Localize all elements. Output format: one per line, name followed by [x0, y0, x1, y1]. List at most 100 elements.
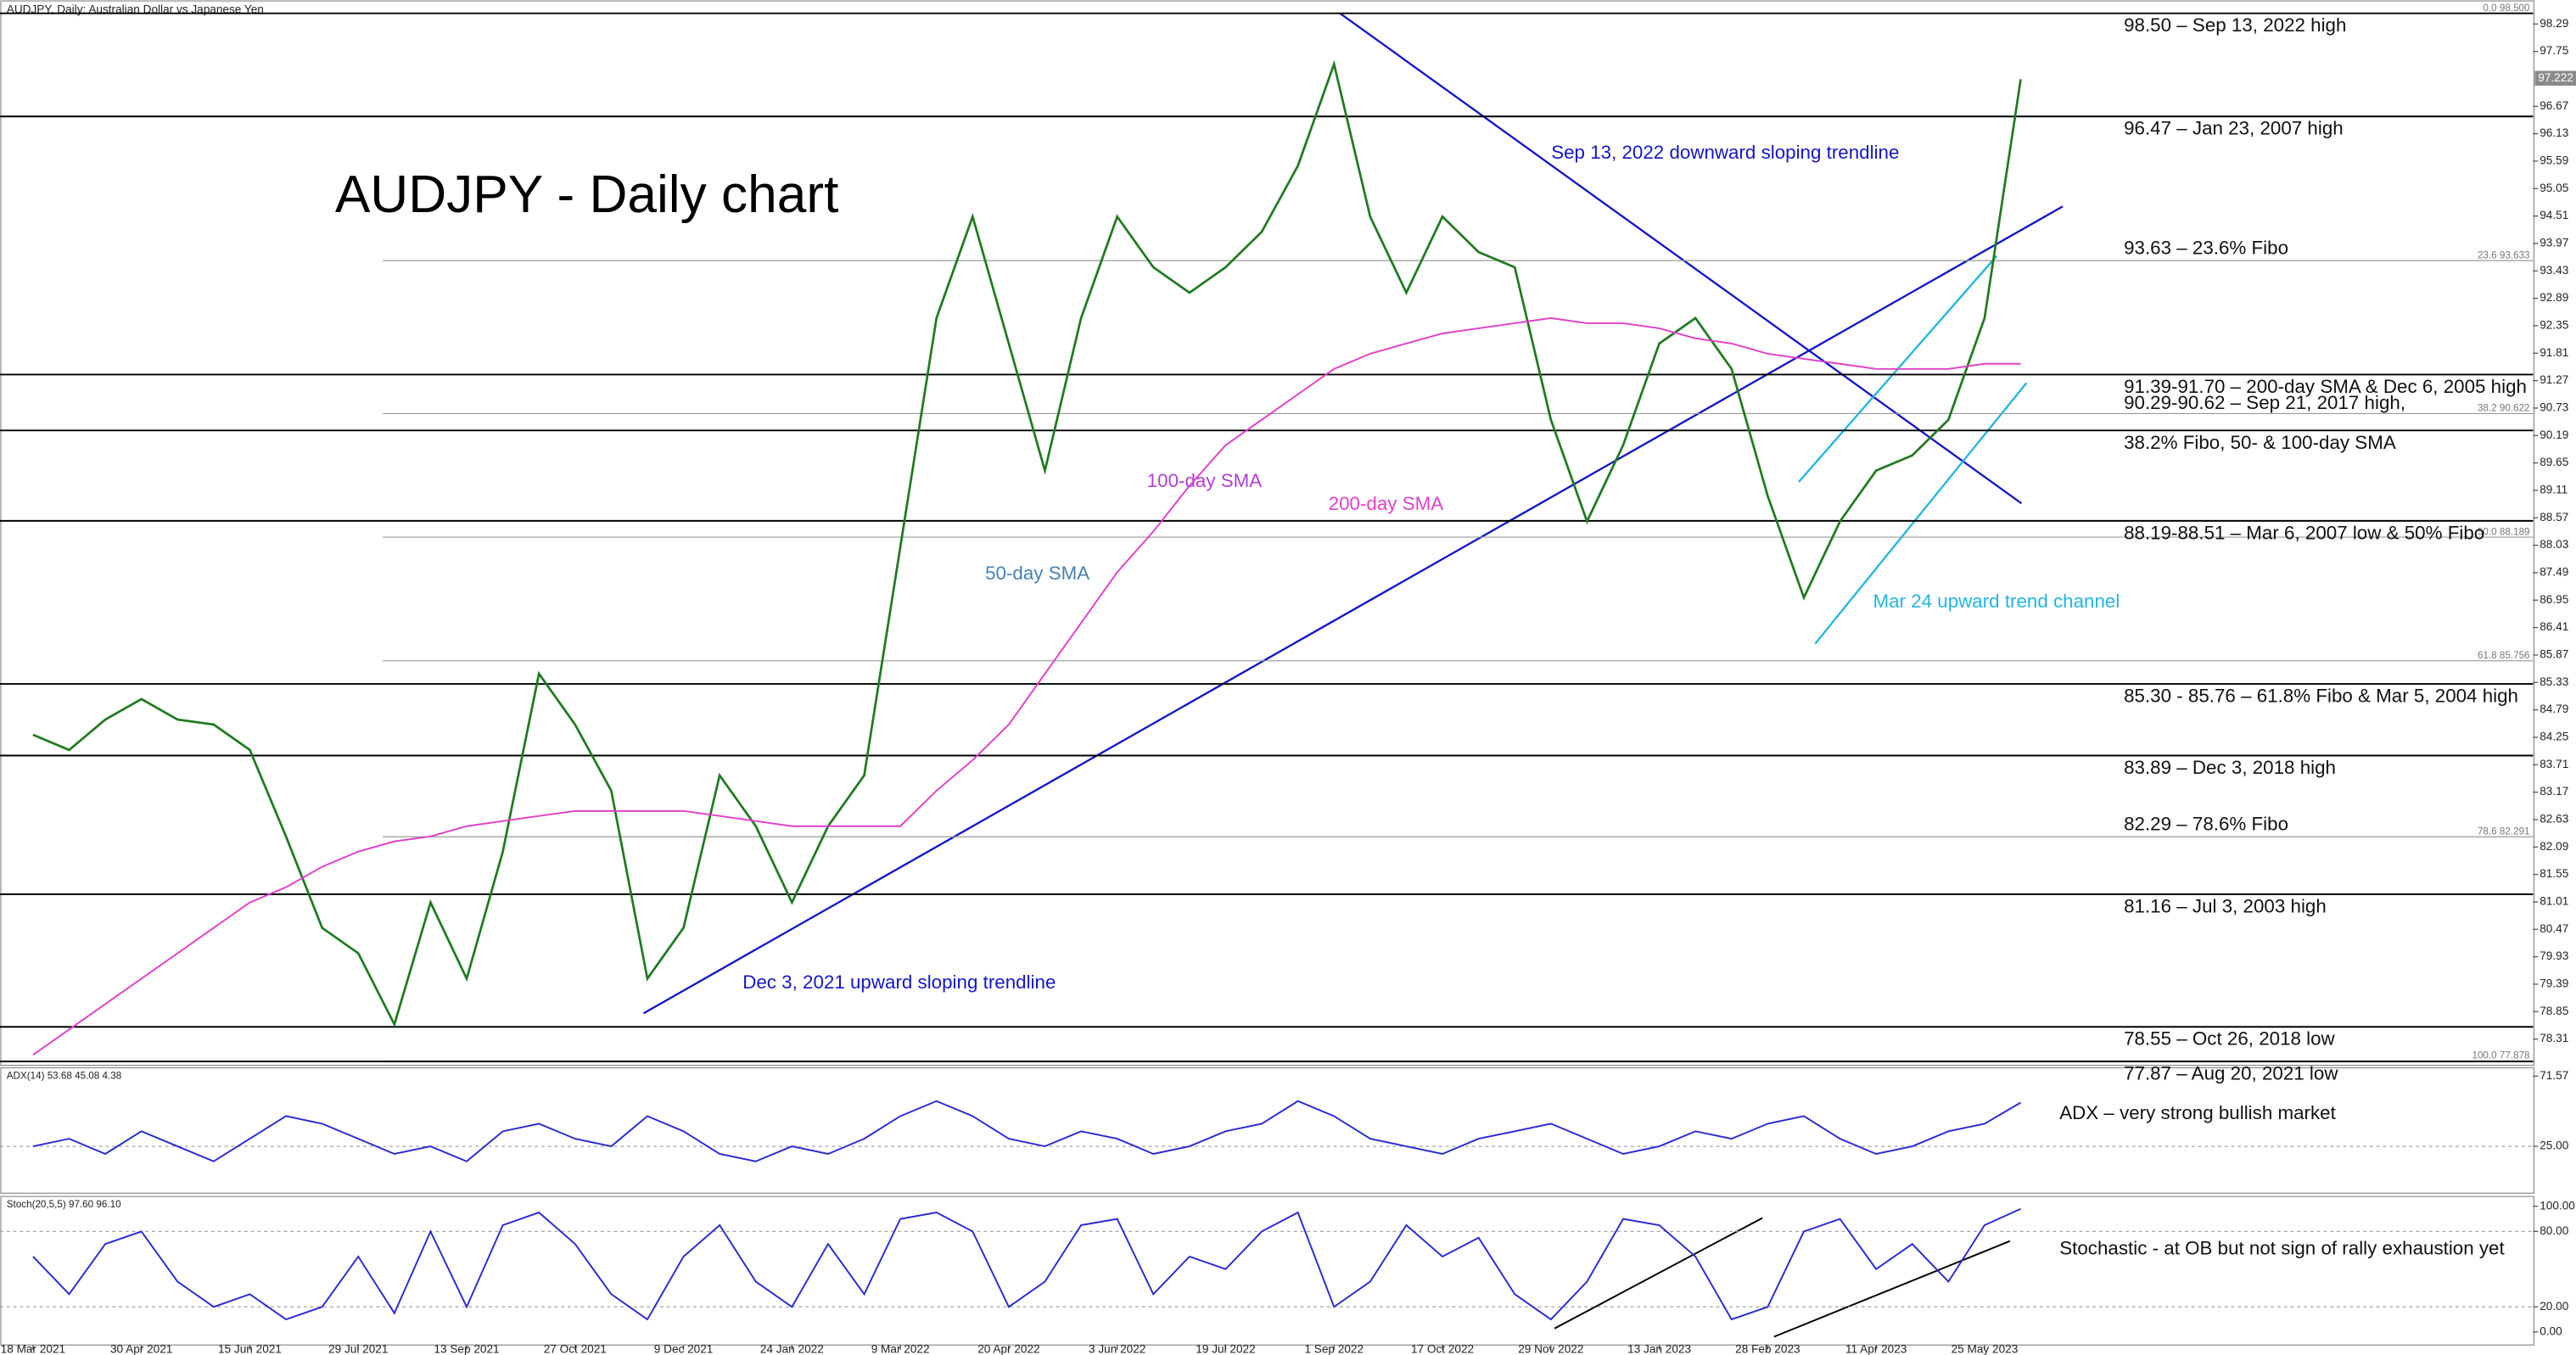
level-label: 81.16 – Jul 3, 2003 high — [2124, 895, 2327, 916]
x-tick-label: 17 Oct 2022 — [1411, 1343, 1474, 1355]
adx-title: ADX(14) 53.68 45.08 4.38 — [7, 1070, 121, 1081]
annotation: 50-day SMA — [985, 563, 1089, 584]
series-line — [32, 316, 2021, 1056]
y-tick-label: 86.95 — [2540, 593, 2568, 606]
y-tick-label: 89.65 — [2540, 456, 2568, 468]
level-label: 90.29-90.62 – Sep 21, 2017 high, — [2124, 392, 2405, 413]
stoch-trendline — [1773, 1240, 2011, 1338]
stoch-title: Stoch(20,5,5) 97.60 96.10 — [7, 1199, 121, 1210]
x-tick-label: 27 Oct 2021 — [544, 1343, 607, 1355]
fibo-label: 78.6 82.291 — [2478, 826, 2530, 837]
x-tick-label: 20 Apr 2022 — [977, 1343, 1039, 1355]
y-tick-label: 91.27 — [2540, 373, 2568, 386]
series-line — [32, 1100, 2022, 1162]
y-tick-label: 83.17 — [2540, 785, 2568, 798]
annotation: Mar 24 upward trend channel — [1873, 591, 2120, 612]
y-tick-label: 87.49 — [2540, 566, 2568, 579]
annotation: 100-day SMA — [1147, 470, 1263, 491]
y-tick-label: 95.59 — [2540, 154, 2568, 167]
channel-lower — [1814, 382, 2028, 645]
x-tick-label: 25 May 2023 — [1952, 1343, 2019, 1355]
annotation: Dec 3, 2021 upward sloping trendline — [742, 971, 1056, 993]
x-tick-label: 1 Sep 2022 — [1304, 1343, 1364, 1355]
level-label: 88.19-88.51 – Mar 6, 2007 low & 50% Fibo — [2124, 522, 2484, 543]
y-tick-label: 25.00 — [2540, 1139, 2568, 1152]
y-tick-label: 88.57 — [2540, 511, 2568, 524]
x-tick-label: 29 Nov 2022 — [1518, 1343, 1583, 1355]
y-tick-label: 98.29 — [2540, 17, 2568, 30]
y-tick-label: 82.63 — [2540, 813, 2568, 826]
x-tick-label: 3 Jun 2022 — [1089, 1343, 1145, 1355]
y-tick-label: 83.71 — [2540, 758, 2568, 770]
y-tick-label: 90.19 — [2540, 428, 2568, 441]
adx-note: ADX – very strong bullish market — [2059, 1102, 2336, 1123]
fibo-label: 23.6 93.633 — [2478, 249, 2530, 260]
x-tick-label: 30 Apr 2021 — [110, 1343, 172, 1355]
y-tick-label: 81.55 — [2540, 867, 2568, 880]
y-tick-label: 94.51 — [2540, 209, 2568, 221]
y-tick-label: 97.75 — [2540, 44, 2568, 57]
y-tick-label: 96.13 — [2540, 126, 2568, 139]
y-tick-label: 82.09 — [2540, 840, 2568, 853]
y-tick-label: 85.87 — [2540, 648, 2568, 661]
y-tick-label: 84.25 — [2540, 731, 2568, 743]
y-tick-label: 78.85 — [2540, 1005, 2568, 1017]
last-price-label: 97.222 — [2538, 71, 2573, 84]
y-tick-label: 85.33 — [2540, 675, 2568, 688]
y-tick-label: 100.00 — [2540, 1199, 2575, 1212]
y-tick-label: 88.03 — [2540, 538, 2568, 551]
stoch-frame — [0, 1195, 2534, 1346]
y-tick-label: 80.00 — [2540, 1224, 2568, 1237]
level-label: 83.89 – Dec 3, 2018 high — [2124, 757, 2336, 778]
y-tick-label: 78.31 — [2540, 1032, 2568, 1044]
x-tick-label: 19 Jul 2022 — [1196, 1343, 1255, 1355]
fibo-label: 100.0 77.878 — [2472, 1050, 2529, 1061]
level-note: 38.2% Fibo, 50- & 100-day SMA — [2124, 432, 2396, 453]
y-tick-label: 81.01 — [2540, 895, 2568, 908]
y-tick-label: 71.57 — [2540, 1069, 2568, 1082]
fibo-label: 50.0 88.189 — [2478, 526, 2530, 537]
series-label: 200-day SMA — [1329, 493, 1444, 514]
level-label: 98.50 – Sep 13, 2022 high — [2124, 14, 2346, 36]
level-label: 82.29 – 78.6% Fibo — [2124, 814, 2288, 835]
x-tick-label: 15 Jun 2021 — [218, 1343, 282, 1355]
y-tick-label: 20.00 — [2540, 1300, 2568, 1313]
y-tick-label: 90.73 — [2540, 401, 2568, 414]
chart-title: AUDJPY - Daily chart — [335, 165, 839, 224]
up-trendline — [642, 205, 2064, 1015]
y-tick-label: 79.39 — [2540, 977, 2568, 990]
x-tick-label: 9 Mar 2022 — [871, 1343, 930, 1355]
series-line — [32, 59, 2022, 1027]
series-line — [32, 1207, 2021, 1321]
y-tick-label: 91.81 — [2540, 346, 2568, 359]
x-tick-label: 29 Jul 2021 — [328, 1343, 388, 1355]
x-tick-label: 11 Apr 2023 — [1845, 1343, 1907, 1355]
last-price-box — [2534, 70, 2576, 86]
y-tick-label: 86.41 — [2540, 620, 2568, 633]
level-label: 91.39-91.70 – 200-day SMA & Dec 6, 2005 … — [2124, 376, 2527, 397]
y-tick-label: 96.67 — [2540, 99, 2568, 112]
y-tick-label: 92.35 — [2540, 319, 2568, 332]
main-frame — [0, 0, 2534, 1067]
y-tick-label: 92.89 — [2540, 291, 2568, 304]
x-tick-label: 24 Jan 2022 — [760, 1343, 824, 1355]
y-tick-label: 93.43 — [2540, 264, 2568, 277]
x-tick-label: 13 Jan 2023 — [1627, 1343, 1691, 1355]
level-label: 96.47 – Jan 23, 2007 high — [2124, 118, 2344, 139]
fibo-label: 0.0 98.500 — [2483, 3, 2530, 14]
fibo-label: 38.2 90.622 — [2478, 403, 2530, 414]
fibo-label: 61.8 85.756 — [2478, 650, 2530, 661]
x-tick-label: 28 Feb 2023 — [1735, 1343, 1800, 1355]
x-tick-label: 9 Dec 2021 — [654, 1343, 714, 1355]
y-tick-label: 93.97 — [2540, 237, 2568, 249]
x-tick-label: 18 Mar 2021 — [1, 1343, 65, 1355]
y-tick-label: 80.47 — [2540, 922, 2568, 935]
level-label: 78.55 – Oct 26, 2018 low — [2124, 1028, 2335, 1050]
chart-subtitle: AUDJPY, Daily: Australian Dollar vs Japa… — [7, 3, 264, 15]
y-tick-label: 84.79 — [2540, 703, 2568, 715]
level-label: 93.63 – 23.6% Fibo — [2124, 237, 2288, 258]
stoch-trendline — [1554, 1217, 1763, 1330]
